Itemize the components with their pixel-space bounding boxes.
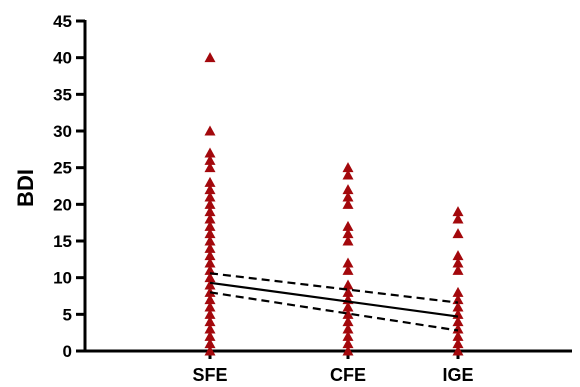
data-point [204, 323, 216, 334]
data-point [342, 301, 354, 312]
data-point [452, 345, 464, 356]
data-point [342, 286, 354, 297]
data-point [204, 308, 216, 319]
data-point [204, 345, 216, 356]
data-point [204, 286, 216, 297]
data-point [204, 338, 216, 349]
data-point [204, 220, 216, 231]
data-point [204, 301, 216, 312]
data-point [452, 206, 464, 217]
y-tick-label: 45 [53, 12, 72, 31]
data-point [452, 338, 464, 349]
data-point [204, 206, 216, 217]
data-point [204, 264, 216, 275]
data-point [204, 279, 216, 290]
y-tick-label: 35 [53, 85, 72, 104]
y-tick-label: 10 [53, 269, 72, 288]
data-point [204, 162, 216, 173]
regression-line [209, 281, 459, 318]
data-point [342, 316, 354, 327]
y-tick-label: 25 [53, 159, 72, 178]
data-point [342, 330, 354, 341]
data-point [452, 228, 464, 239]
data-point [342, 220, 354, 231]
y-tick-label: 30 [53, 122, 72, 141]
data-point [342, 345, 354, 356]
data-point [342, 308, 354, 319]
data-point [204, 52, 216, 63]
data-point [204, 198, 216, 209]
data-point [204, 176, 216, 187]
data-point [342, 198, 354, 209]
data-point [342, 191, 354, 202]
data-point [452, 264, 464, 275]
data-point [452, 294, 464, 305]
data-point [342, 162, 354, 173]
data-point [204, 184, 216, 195]
y-tick-label: 20 [53, 195, 72, 214]
y-tick-label: 40 [53, 49, 72, 68]
y-tick-label: 5 [63, 305, 72, 324]
x-axis: SFE CFE IGE [83, 349, 572, 385]
data-point [204, 213, 216, 224]
data-point [204, 330, 216, 341]
data-point [342, 169, 354, 180]
ci-upper-line [209, 272, 459, 304]
regression-lines [209, 272, 459, 332]
y-axis-title: BDI [13, 169, 38, 207]
x-tick-label: CFE [330, 365, 366, 385]
y-tick-label: 0 [63, 342, 72, 361]
data-point [204, 228, 216, 239]
data-point [342, 228, 354, 239]
data-point [204, 272, 216, 283]
data-point [204, 125, 216, 136]
data-points [204, 52, 464, 356]
x-tick-label: SFE [192, 365, 227, 385]
data-point [204, 147, 216, 158]
data-point [204, 257, 216, 268]
data-point [204, 191, 216, 202]
data-point [204, 242, 216, 253]
data-point [452, 316, 464, 327]
data-point [342, 184, 354, 195]
data-point [342, 279, 354, 290]
ci-lower-line [209, 291, 459, 332]
data-point [342, 323, 354, 334]
data-point [204, 294, 216, 305]
x-tick-label: IGE [442, 365, 473, 385]
y-tick-label: 15 [53, 232, 72, 251]
y-axis: 0 5 10 15 20 25 30 35 40 45 [53, 12, 87, 361]
data-point [452, 301, 464, 312]
data-point [452, 330, 464, 341]
data-point [342, 257, 354, 268]
data-point [204, 250, 216, 261]
data-point [204, 316, 216, 327]
data-point [342, 264, 354, 275]
data-point [204, 235, 216, 246]
data-point [452, 250, 464, 261]
data-point [342, 338, 354, 349]
data-point [204, 154, 216, 165]
data-point [452, 213, 464, 224]
data-point [342, 235, 354, 246]
data-point [452, 286, 464, 297]
data-point [452, 257, 464, 268]
